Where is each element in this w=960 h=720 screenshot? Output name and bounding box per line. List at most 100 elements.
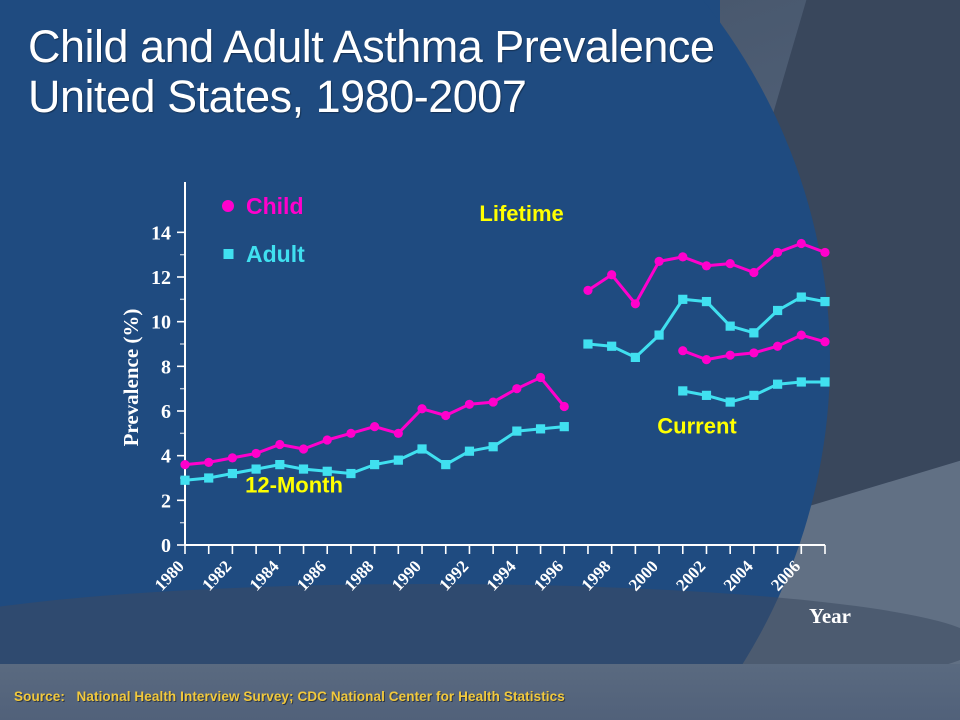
data-point-marker <box>772 247 783 258</box>
x-axis-title: Year <box>809 604 851 628</box>
data-point-marker <box>370 422 380 432</box>
series-current-child <box>678 330 830 365</box>
x-tick-label: 1990 <box>388 557 425 595</box>
series-layer <box>180 238 830 485</box>
legend-label: Adult <box>246 241 305 267</box>
x-tick-label: 1980 <box>151 557 188 595</box>
x-tick-label: 2002 <box>672 557 709 595</box>
x-tick-label: 2004 <box>720 556 757 594</box>
data-point-marker <box>678 386 688 396</box>
data-point-marker <box>417 404 427 414</box>
data-point-marker <box>227 453 238 463</box>
footer-band <box>0 664 960 720</box>
data-point-marker <box>725 397 735 407</box>
x-tick-label: 1988 <box>340 557 377 595</box>
x-axis-ticks: 1980 1982 1984 1986 1988 1990 1992 1994 1996 1998… <box>151 545 826 595</box>
data-point-marker <box>275 439 285 450</box>
data-point-marker <box>441 410 451 421</box>
chart-legend: Child Adult <box>222 193 305 267</box>
series-path <box>183 425 566 482</box>
data-point-marker <box>512 426 522 436</box>
data-point-marker <box>749 390 759 400</box>
data-point-marker <box>583 285 593 295</box>
source-note: Source: National Health Interview Survey… <box>14 689 565 704</box>
data-point-marker <box>298 444 309 454</box>
data-point-marker <box>678 252 688 262</box>
data-point-marker <box>488 397 498 407</box>
data-point-marker <box>701 355 712 365</box>
data-point-marker <box>180 460 190 470</box>
asthma-prevalence-chart: 0 2 4 6 8 10 12 14 1980 1982 1984 1986 1988 1990 1992… <box>0 150 960 650</box>
data-point-marker <box>464 446 475 456</box>
legend-label: Child <box>246 193 304 219</box>
series-12-month-adult <box>180 422 569 485</box>
data-point-marker <box>275 460 285 470</box>
y-axis-title: Prevalence (%) <box>119 309 143 447</box>
data-point-marker <box>749 267 759 278</box>
annotation-lifetime: Lifetime <box>479 201 563 226</box>
x-tick-label: 2000 <box>625 557 662 595</box>
data-point-marker <box>204 457 214 467</box>
data-point-marker <box>772 305 783 316</box>
data-point-marker <box>678 294 688 304</box>
x-tick-label: 1984 <box>246 556 283 594</box>
data-point-marker <box>227 468 238 479</box>
data-point-marker <box>701 261 712 271</box>
legend-entry-adult: Adult <box>223 241 305 267</box>
data-point-marker <box>749 328 759 338</box>
data-point-marker <box>749 348 759 358</box>
series-current-adult <box>678 377 830 407</box>
data-point-marker <box>820 377 830 387</box>
data-point-marker <box>251 448 261 459</box>
y-axis-ticks: 0 2 4 6 8 10 12 14 <box>151 222 185 557</box>
data-point-marker <box>322 466 332 476</box>
x-tick-label: 1996 <box>530 557 567 595</box>
x-tick-label: 1992 <box>435 557 472 595</box>
data-point-marker <box>701 296 712 307</box>
data-point-marker <box>512 384 522 394</box>
data-point-marker <box>535 424 546 434</box>
data-point-marker <box>654 256 664 266</box>
legend-marker-circle-icon <box>222 200 234 212</box>
data-point-marker <box>796 377 806 387</box>
data-point-marker <box>678 346 688 356</box>
data-point-marker <box>607 341 617 351</box>
data-point-marker <box>796 292 806 302</box>
data-point-marker <box>370 460 380 470</box>
data-point-marker <box>725 259 735 269</box>
data-point-marker <box>464 399 475 409</box>
y-tick-label: 10 <box>151 312 171 334</box>
data-point-marker <box>701 390 712 400</box>
data-point-marker <box>725 350 735 360</box>
data-point-marker <box>393 455 403 465</box>
annotation-12-month: 12-Month <box>245 473 343 498</box>
series-12-month-child <box>180 372 569 470</box>
data-point-marker <box>820 337 830 347</box>
x-tick-label: 1998 <box>578 557 615 595</box>
y-tick-label: 0 <box>161 535 171 557</box>
y-tick-label: 2 <box>161 490 171 512</box>
data-point-marker <box>772 379 783 389</box>
x-tick-label: 1982 <box>198 557 235 595</box>
x-tick-label: 1986 <box>293 557 330 595</box>
data-point-marker <box>796 330 806 340</box>
axis-titles: Prevalence (%) Year <box>119 309 851 628</box>
series-path <box>586 242 827 306</box>
data-point-marker <box>725 321 735 331</box>
series-lifetime-adult <box>583 292 830 362</box>
y-tick-label: 8 <box>161 356 171 378</box>
data-point-marker <box>322 435 332 445</box>
y-tick-label: 4 <box>161 446 171 468</box>
chart-svg: 0 2 4 6 8 10 12 14 1980 1982 1984 1986 1988 1990 1992… <box>119 182 851 628</box>
series-lifetime-child <box>583 238 830 309</box>
data-point-marker <box>488 442 498 452</box>
data-point-marker <box>654 330 664 340</box>
data-point-marker <box>251 464 261 474</box>
legend-entry-child: Child <box>222 193 304 219</box>
data-point-marker <box>346 468 356 479</box>
page-title: Child and Adult Asthma Prevalence United… <box>28 21 715 123</box>
data-point-marker <box>772 341 783 351</box>
data-point-marker <box>820 296 830 307</box>
data-point-marker <box>441 460 451 470</box>
